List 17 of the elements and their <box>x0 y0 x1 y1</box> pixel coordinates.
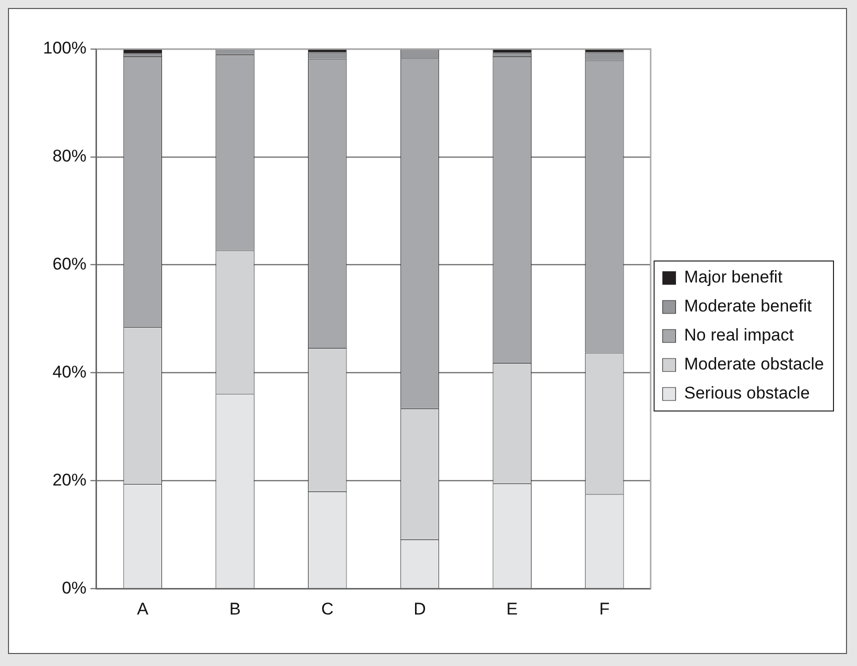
y-tick-label: 100% <box>42 38 86 58</box>
y-tick-label: 20% <box>52 470 86 490</box>
x-tick-label: D <box>414 599 426 618</box>
legend-label: Major benefit <box>684 268 783 287</box>
x-tick-label: F <box>599 599 610 618</box>
legend-label: No real impact <box>684 326 794 345</box>
y-tick-label: 0% <box>62 578 86 598</box>
x-tick-label: B <box>229 599 241 618</box>
x-tick-label: A <box>136 599 149 618</box>
legend-label: Moderate benefit <box>684 296 812 316</box>
x-tick-label: C <box>321 599 334 618</box>
x-tick-label: E <box>506 599 518 618</box>
legend-label: Serious obstacle <box>684 384 810 403</box>
legend-label: Moderate obstacle <box>684 354 824 374</box>
y-tick-label: 60% <box>52 254 86 274</box>
y-tick-label: 80% <box>52 146 86 166</box>
y-tick-label: 40% <box>52 362 86 382</box>
